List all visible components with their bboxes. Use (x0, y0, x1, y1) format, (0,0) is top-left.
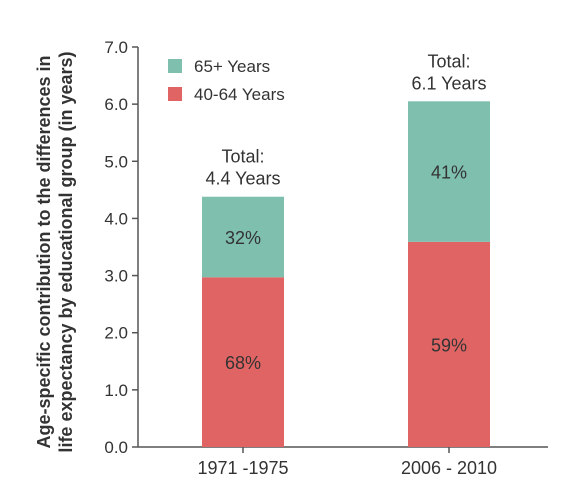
bar-segment (202, 277, 284, 447)
legend-swatch (168, 87, 182, 101)
y-axis-label-line-1: Age-specific contribution to the differe… (34, 55, 54, 448)
y-tick-label: 4.0 (104, 209, 128, 228)
bar-segment (202, 196, 284, 278)
segment-label: 32% (225, 228, 261, 248)
y-tick-label: 7.0 (104, 38, 128, 57)
y-tick-label: 3.0 (104, 267, 128, 286)
y-axis-label-line-2: life expectancy by educational group (in… (56, 51, 76, 452)
y-tick-label: 6.0 (104, 95, 128, 114)
y-tick-label: 5.0 (104, 152, 128, 171)
segment-label: 41% (431, 163, 467, 183)
total-label: 6.1 Years (411, 73, 486, 93)
segment-label: 68% (225, 353, 261, 373)
total-label: Total: (427, 51, 470, 71)
x-tick-label: 2006 - 2010 (401, 458, 497, 478)
legend-label: 65+ Years (194, 57, 270, 76)
legend-swatch (168, 59, 182, 73)
axes: 0.0 1.0 2.0 3.0 4.0 5.0 6.0 7.0 1971 -1975 2006 -… (104, 38, 548, 478)
legend: 65+ Years 40-64 Years (168, 57, 285, 104)
bar-segment (408, 101, 490, 242)
legend-label: 40-64 Years (194, 85, 285, 104)
segment-label: 59% (431, 335, 467, 355)
total-label: Total: (221, 147, 264, 167)
y-tick-label: 1.0 (104, 381, 128, 400)
bar-segment (408, 241, 490, 447)
y-tick-label: 0.0 (104, 438, 128, 457)
x-tick-label: 1971 -1975 (197, 458, 288, 478)
total-label: 4.4 Years (205, 169, 280, 189)
y-tick-label: 2.0 (104, 324, 128, 343)
